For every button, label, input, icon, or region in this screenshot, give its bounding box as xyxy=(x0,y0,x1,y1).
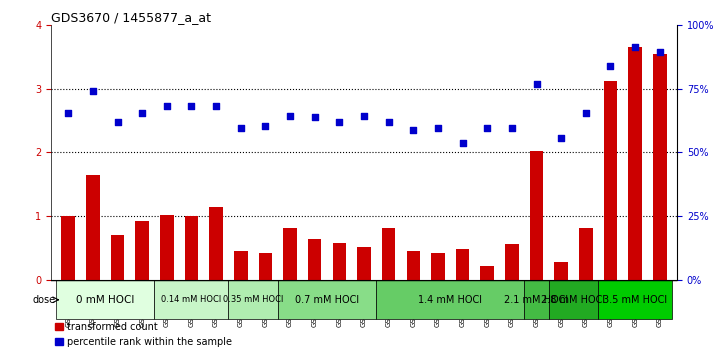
Bar xyxy=(61,216,75,280)
Bar xyxy=(277,280,376,319)
Bar xyxy=(653,53,667,280)
Point xyxy=(87,88,99,93)
Point xyxy=(456,140,468,146)
Point xyxy=(408,127,419,133)
Point xyxy=(555,136,567,141)
Point xyxy=(186,103,197,109)
Bar xyxy=(86,175,100,280)
Bar xyxy=(579,228,593,280)
Text: 1.4 mM HOCl: 1.4 mM HOCl xyxy=(419,295,482,305)
Legend: transformed count, percentile rank within the sample: transformed count, percentile rank withi… xyxy=(51,318,235,351)
Point xyxy=(235,125,247,131)
Bar xyxy=(530,151,543,280)
Point xyxy=(531,81,542,86)
Point xyxy=(654,49,665,55)
Text: 0.14 mM HOCl: 0.14 mM HOCl xyxy=(162,295,221,304)
Bar xyxy=(56,280,154,319)
Bar xyxy=(524,280,549,319)
Bar xyxy=(185,216,198,280)
Bar xyxy=(333,243,346,280)
Bar xyxy=(229,280,277,319)
Bar xyxy=(549,280,598,319)
Bar xyxy=(555,262,568,280)
Bar xyxy=(376,280,524,319)
Bar xyxy=(283,228,297,280)
Point xyxy=(284,113,296,119)
Bar xyxy=(357,247,371,280)
Bar xyxy=(431,253,445,280)
Text: dose: dose xyxy=(33,295,56,305)
Bar xyxy=(505,244,518,280)
Bar xyxy=(258,253,272,280)
Point xyxy=(63,110,74,116)
Bar xyxy=(160,215,173,280)
Point xyxy=(481,125,493,131)
Point xyxy=(111,119,123,125)
Text: 2.1 mM HOCl: 2.1 mM HOCl xyxy=(505,295,569,305)
Text: 3.5 mM HOCl: 3.5 mM HOCl xyxy=(603,295,667,305)
Point xyxy=(629,44,641,50)
Bar xyxy=(111,235,124,280)
Bar xyxy=(604,81,617,280)
Point xyxy=(136,110,148,116)
Point xyxy=(580,110,592,116)
Point xyxy=(383,119,395,125)
Text: 0.7 mM HOCl: 0.7 mM HOCl xyxy=(295,295,359,305)
Bar xyxy=(154,280,229,319)
Point xyxy=(506,125,518,131)
Point xyxy=(210,104,222,109)
Bar xyxy=(456,250,470,280)
Bar xyxy=(406,251,420,280)
Bar xyxy=(135,221,149,280)
Text: 0 mM HOCl: 0 mM HOCl xyxy=(76,295,135,305)
Bar xyxy=(480,266,494,280)
Point xyxy=(605,63,617,69)
Text: GDS3670 / 1455877_a_at: GDS3670 / 1455877_a_at xyxy=(51,11,211,24)
Point xyxy=(161,104,173,109)
Bar xyxy=(598,280,672,319)
Point xyxy=(260,123,272,129)
Bar xyxy=(628,47,642,280)
Bar xyxy=(210,207,223,280)
Bar xyxy=(308,239,322,280)
Point xyxy=(309,114,320,120)
Text: 0.35 mM HOCl: 0.35 mM HOCl xyxy=(223,295,283,304)
Point xyxy=(333,119,345,125)
Point xyxy=(358,113,370,119)
Point xyxy=(432,125,444,131)
Bar xyxy=(382,228,395,280)
Text: 2.8 mM HOCl: 2.8 mM HOCl xyxy=(542,295,606,305)
Bar xyxy=(234,251,248,280)
